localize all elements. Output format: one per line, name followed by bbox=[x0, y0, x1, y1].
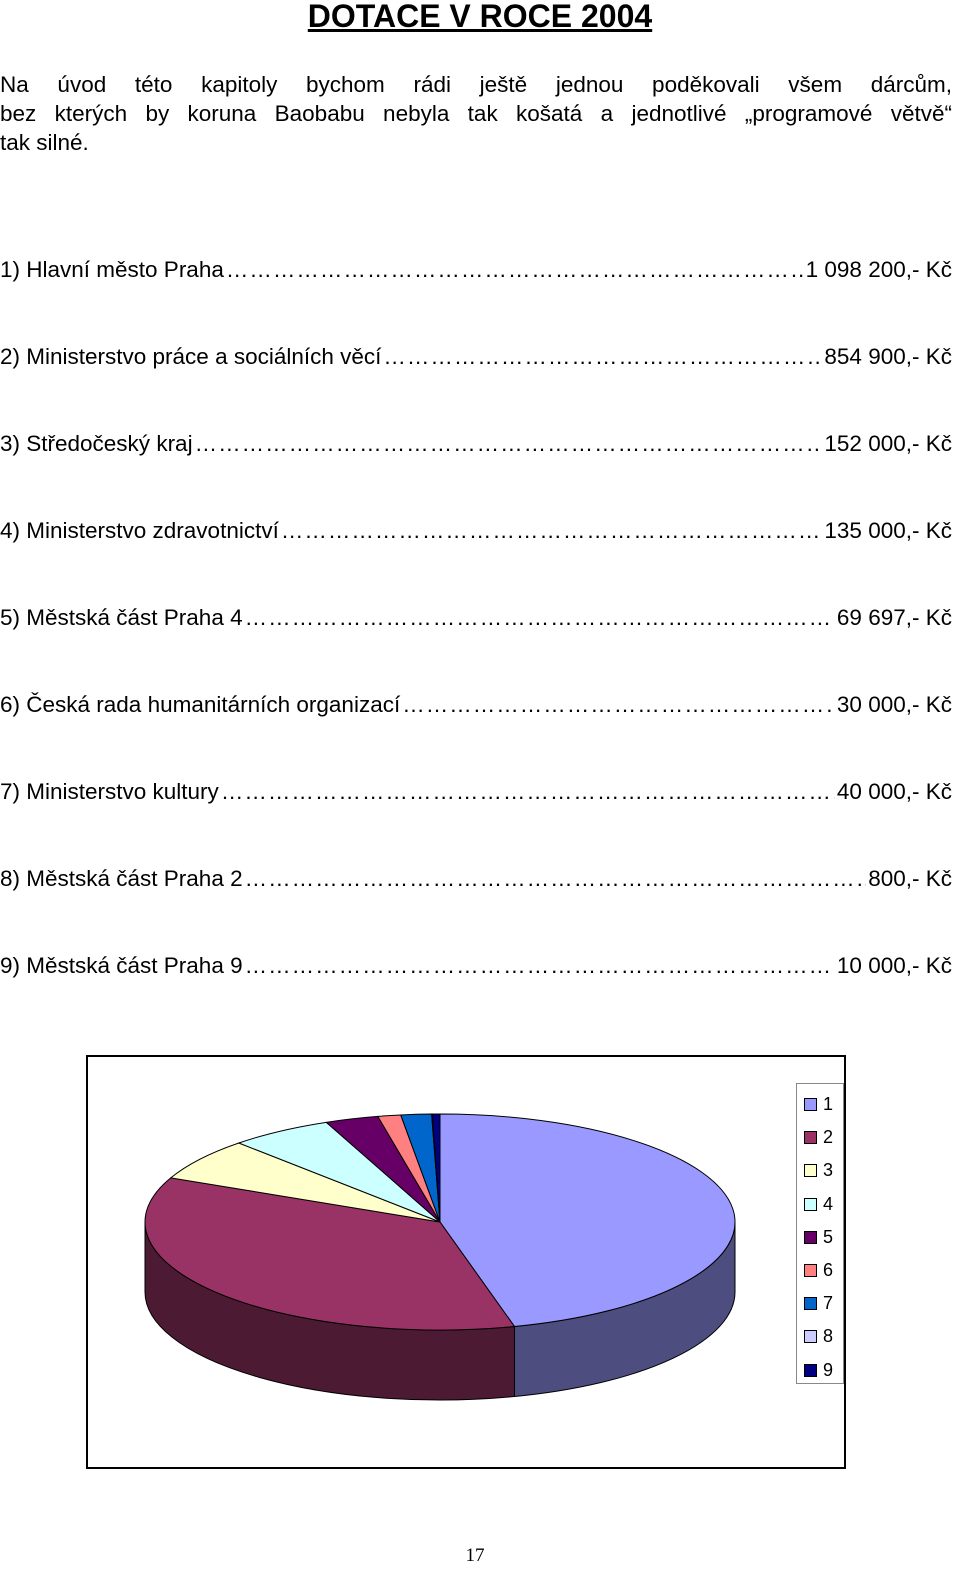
donation-amount: 135 000,- Kč bbox=[824, 518, 952, 543]
pie-chart bbox=[144, 1113, 736, 1401]
legend-label: 1 bbox=[823, 1094, 834, 1115]
leader-dots: ……………………………………………………………………………………… bbox=[244, 866, 867, 891]
legend-item-8: 8 bbox=[804, 1320, 843, 1353]
donor-name: 1) Hlavní město Praha bbox=[0, 257, 224, 282]
donation-entry-8: 8) Městská část Praha 2 …………………………………………… bbox=[0, 866, 952, 896]
legend-label: 7 bbox=[823, 1293, 834, 1314]
legend-swatch bbox=[804, 1197, 817, 1211]
leader-dots: ……………………………………………………………………………………… bbox=[244, 953, 835, 978]
donor-name: 5) Městská část Praha 4 bbox=[0, 605, 243, 630]
legend-item-7: 7 bbox=[804, 1287, 843, 1320]
legend-item-9: 9 bbox=[804, 1354, 843, 1387]
donor-name: 3) Středočeský kraj bbox=[0, 431, 193, 456]
intro-line-2: bez kterých by koruna Baobabu nebyla tak… bbox=[0, 101, 952, 126]
leader-dots: ……………………………………………………………………………………… bbox=[244, 605, 835, 630]
pie-slice-2 bbox=[144, 1177, 516, 1331]
leader-dots: ……………………………………………………………………………………… bbox=[383, 344, 822, 369]
donation-entry-6: 6) Česká rada humanitárních organizací …… bbox=[0, 692, 952, 722]
legend-label: 3 bbox=[823, 1160, 834, 1181]
chart-legend: 1 2 3 4 5 6 7 8 9 bbox=[796, 1083, 844, 1384]
legend-label: 2 bbox=[823, 1127, 834, 1148]
leader-dots: ……………………………………………………………………………………… bbox=[402, 692, 835, 717]
donation-amount: 10 000,- Kč bbox=[836, 953, 952, 978]
legend-item-2: 2 bbox=[804, 1121, 843, 1154]
leader-dots: ……………………………………………………………………………………… bbox=[225, 257, 804, 282]
legend-item-3: 3 bbox=[804, 1154, 843, 1187]
donor-name: 4) Ministerstvo zdravotnictví bbox=[0, 518, 279, 543]
legend-item-5: 5 bbox=[804, 1221, 843, 1254]
donation-amount: 152 000,- Kč bbox=[824, 431, 952, 456]
legend-label: 9 bbox=[823, 1359, 834, 1380]
pie-slice-1 bbox=[439, 1113, 736, 1328]
legend-swatch bbox=[804, 1297, 817, 1311]
donation-entry-4: 4) Ministerstvo zdravotnictví …………………………… bbox=[0, 518, 952, 548]
legend-swatch bbox=[804, 1098, 817, 1112]
pie-slice-9 bbox=[431, 1113, 441, 1223]
pie-slice-3 bbox=[169, 1142, 441, 1223]
legend-label: 5 bbox=[823, 1226, 834, 1247]
legend-item-1: 1 bbox=[804, 1088, 843, 1121]
donation-amount: 69 697,- Kč bbox=[836, 605, 952, 630]
legend-label: 8 bbox=[823, 1326, 834, 1347]
leader-dots: ……………………………………………………………………………………… bbox=[220, 779, 835, 804]
donation-amount: 800,- Kč bbox=[868, 866, 952, 891]
donation-amount: 1 098 200,- Kč bbox=[805, 257, 952, 282]
donor-name: 6) Česká rada humanitárních organizací bbox=[0, 692, 401, 717]
page-number: 17 bbox=[465, 1545, 485, 1566]
donation-amount: 30 000,- Kč bbox=[836, 692, 952, 717]
legend-item-6: 6 bbox=[804, 1254, 843, 1287]
donation-amount: 854 900,- Kč bbox=[824, 344, 952, 369]
donation-entry-5: 5) Městská část Praha 4 …………………………………………… bbox=[0, 605, 952, 635]
donor-name: 7) Ministerstvo kultury bbox=[0, 779, 219, 804]
intro-line-1: Na úvod této kapitoly bychom rádi ještě … bbox=[0, 72, 952, 97]
donor-name: 9) Městská část Praha 9 bbox=[0, 953, 243, 978]
legend-swatch bbox=[804, 1230, 817, 1244]
legend-swatch bbox=[804, 1330, 817, 1344]
leader-dots: ……………………………………………………………………………………… bbox=[280, 518, 823, 543]
legend-label: 6 bbox=[823, 1260, 834, 1281]
donation-entry-9: 9) Městská část Praha 9 …………………………………………… bbox=[0, 953, 952, 983]
pie-chart-frame: 1 2 3 4 5 6 7 8 9 bbox=[86, 1055, 846, 1469]
legend-swatch bbox=[804, 1264, 817, 1278]
leader-dots: ……………………………………………………………………………………… bbox=[194, 431, 823, 456]
donation-entry-2: 2) Ministerstvo práce a sociálních věcí … bbox=[0, 344, 952, 374]
donor-name: 8) Městská část Praha 2 bbox=[0, 866, 243, 891]
donation-entry-3: 3) Středočeský kraj ……………………………………………………… bbox=[0, 431, 952, 461]
legend-swatch bbox=[804, 1164, 817, 1178]
legend-item-4: 4 bbox=[804, 1188, 843, 1221]
donor-name: 2) Ministerstvo práce a sociálních věcí bbox=[0, 344, 382, 369]
donation-entry-1: 1) Hlavní město Praha ………………………………………………… bbox=[0, 257, 952, 287]
donation-entry-7: 7) Ministerstvo kultury …………………………………………… bbox=[0, 779, 952, 809]
legend-label: 4 bbox=[823, 1193, 834, 1214]
donation-amount: 40 000,- Kč bbox=[836, 779, 952, 804]
legend-swatch bbox=[804, 1363, 817, 1377]
legend-swatch bbox=[804, 1131, 817, 1145]
intro-line-3: tak silné. bbox=[0, 130, 89, 155]
page-title: DOTACE V ROCE 2004 bbox=[307, 0, 653, 34]
